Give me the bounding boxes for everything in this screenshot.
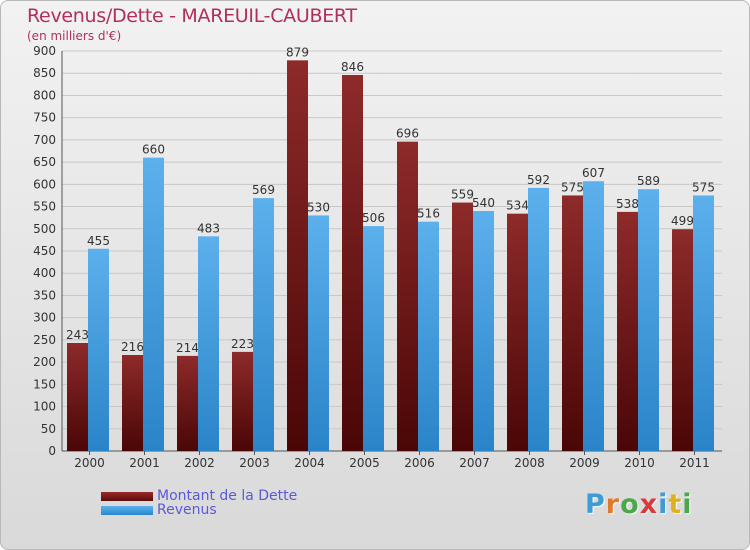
legend-label-revenus: Revenus xyxy=(157,502,217,518)
bar-dette xyxy=(617,211,638,451)
bar-dette xyxy=(452,202,473,451)
logo-letter: x xyxy=(639,489,659,520)
y-tick-label: 800 xyxy=(33,88,56,102)
data-label: 607 xyxy=(582,166,605,180)
data-label: 575 xyxy=(692,180,715,194)
y-tick-label: 400 xyxy=(33,266,56,280)
bar-dette xyxy=(507,213,528,451)
bar-revenus xyxy=(253,198,274,451)
y-tick-label: 850 xyxy=(33,66,56,80)
x-tick-label: 2011 xyxy=(679,456,710,470)
y-tick-label: 450 xyxy=(33,244,56,258)
bar-dette xyxy=(342,75,363,451)
y-tick-label: 0 xyxy=(48,444,56,458)
y-tick-label: 100 xyxy=(33,400,56,414)
data-label: 243 xyxy=(66,328,89,342)
x-tick-label: 2008 xyxy=(514,456,545,470)
y-tick-label: 50 xyxy=(41,422,56,436)
data-label: 846 xyxy=(341,60,364,74)
x-tick-label: 2007 xyxy=(459,456,490,470)
data-label: 499 xyxy=(671,214,694,228)
bar-revenus xyxy=(143,157,164,451)
chart-subtitle: (en milliers d'€) xyxy=(27,29,122,43)
logo-letter: i xyxy=(658,489,669,520)
chart-title: Revenus/Dette - MAREUIL-CAUBERT xyxy=(27,5,357,27)
x-tick-label: 2005 xyxy=(349,456,380,470)
data-label: 879 xyxy=(286,45,309,59)
data-label: 506 xyxy=(362,211,385,225)
y-tick-label: 150 xyxy=(33,377,56,391)
x-tick-label: 2000 xyxy=(74,456,105,470)
bar-dette xyxy=(122,355,143,451)
data-label: 223 xyxy=(231,337,254,351)
legend-swatch-dette xyxy=(101,491,153,501)
x-tick-label: 2010 xyxy=(624,456,655,470)
data-label: 534 xyxy=(506,199,529,213)
x-tick-label: 2003 xyxy=(239,456,270,470)
bar-dette xyxy=(232,351,253,451)
bar-revenus xyxy=(473,211,494,451)
bar-revenus xyxy=(308,215,329,451)
bar-dette xyxy=(672,229,693,451)
bar-revenus xyxy=(528,187,549,451)
y-tick-label: 250 xyxy=(33,333,56,347)
data-label: 530 xyxy=(307,200,330,214)
bar-dette xyxy=(287,60,308,451)
data-label: 696 xyxy=(396,127,419,141)
bar-revenus xyxy=(418,221,439,451)
bar-revenus xyxy=(198,236,219,451)
logo-letter: o xyxy=(620,489,640,520)
bar-dette xyxy=(177,355,198,451)
data-label: 516 xyxy=(417,207,440,221)
y-tick-label: 550 xyxy=(33,200,56,214)
y-tick-label: 600 xyxy=(33,177,56,191)
bar-revenus xyxy=(363,226,384,451)
legend-swatch-revenus xyxy=(101,505,153,515)
x-tick-label: 2006 xyxy=(404,456,435,470)
bar-dette xyxy=(397,141,418,451)
y-tick-label: 650 xyxy=(33,155,56,169)
bar-dette xyxy=(67,343,88,451)
data-label: 540 xyxy=(472,196,495,210)
x-tick-label: 2009 xyxy=(569,456,600,470)
x-tick-label: 2001 xyxy=(129,456,160,470)
logo-letter: t xyxy=(668,489,683,520)
legend-item-dette: Montant de la Dette xyxy=(101,488,298,504)
bar-revenus xyxy=(693,195,714,451)
y-tick-label: 700 xyxy=(33,133,56,147)
bar-revenus xyxy=(638,189,659,451)
y-tick-label: 350 xyxy=(33,288,56,302)
data-label: 569 xyxy=(252,183,275,197)
legend-item-revenus: Revenus xyxy=(101,502,217,518)
x-tick-label: 2002 xyxy=(184,456,215,470)
bar-dette xyxy=(562,195,583,451)
y-tick-label: 900 xyxy=(33,44,56,58)
data-label: 455 xyxy=(87,234,110,248)
data-label: 559 xyxy=(451,188,474,202)
logo-letter: r xyxy=(605,489,621,520)
data-label: 660 xyxy=(142,143,165,157)
data-label: 589 xyxy=(637,174,660,188)
data-label: 483 xyxy=(197,221,220,235)
proxiti-logo: Proxiti xyxy=(585,489,693,520)
data-label: 538 xyxy=(616,197,639,211)
y-tick-label: 750 xyxy=(33,111,56,125)
bar-revenus xyxy=(583,181,604,451)
y-tick-label: 300 xyxy=(33,311,56,325)
data-label: 575 xyxy=(561,180,584,194)
data-label: 216 xyxy=(121,340,144,354)
bar-revenus xyxy=(88,248,109,451)
y-tick-label: 500 xyxy=(33,222,56,236)
data-label: 592 xyxy=(527,173,550,187)
data-label: 214 xyxy=(176,341,199,355)
legend-label-dette: Montant de la Dette xyxy=(157,488,298,504)
logo-letter: i xyxy=(682,489,693,520)
y-tick-label: 200 xyxy=(33,355,56,369)
logo-letter: P xyxy=(585,489,606,520)
x-tick-label: 2004 xyxy=(294,456,325,470)
